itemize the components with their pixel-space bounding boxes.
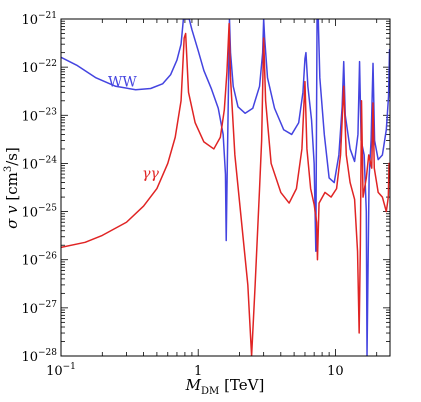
y-axis-title: σ v [cm3/s] bbox=[3, 147, 21, 229]
y-tick-label: 10−24 bbox=[21, 155, 57, 172]
plot-frame bbox=[60, 18, 391, 357]
series-label-1: γγ bbox=[142, 166, 159, 182]
x-tick-label: 1 bbox=[194, 364, 202, 379]
tick-marks bbox=[60, 18, 390, 357]
x-tick-label: 10 bbox=[327, 364, 344, 379]
y-tick-label: 10−26 bbox=[21, 252, 57, 269]
y-tick-label: 10−25 bbox=[21, 204, 57, 221]
series-line-0 bbox=[61, 19, 390, 356]
y-tick-label: 10−28 bbox=[21, 348, 57, 365]
series-labels: WW γγ bbox=[108, 74, 159, 182]
y-tick-label: 10−27 bbox=[21, 300, 57, 317]
series-line-1 bbox=[61, 22, 390, 356]
series-lines bbox=[61, 19, 390, 356]
y-tick-label: 10−23 bbox=[21, 107, 57, 124]
x-tick-label: 10−1 bbox=[46, 362, 76, 379]
x-axis-title: MDM [TeV] bbox=[185, 376, 265, 397]
y-tick-label: 10−22 bbox=[21, 59, 57, 76]
series-label-0: WW bbox=[108, 74, 137, 90]
y-tick-label: 10−21 bbox=[21, 11, 57, 28]
tick-labels: 10−1 1 10 10−21 10−22 10−23 10−24 10−25 10−26 10−… bbox=[21, 11, 343, 379]
